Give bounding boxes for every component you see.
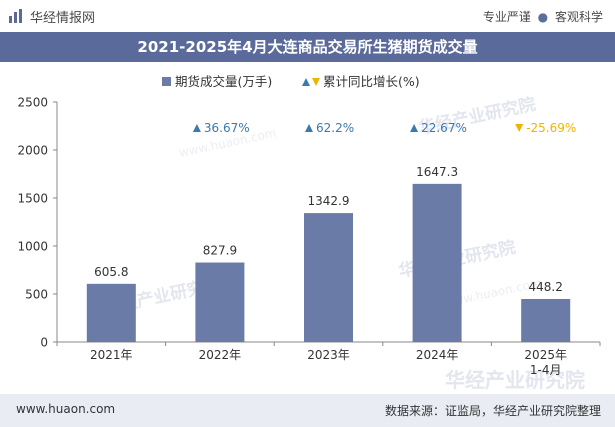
x-tick-label: 2024年 [416, 348, 459, 362]
chart-title: 2021-2025年4月大连商品交易所生猪期货成交量 [0, 32, 615, 62]
bar [304, 213, 353, 342]
x-tick-label: 2021年 [90, 348, 133, 362]
growth-up-triangle-icon [192, 124, 201, 132]
data-labels: 2021年 605.8 2022年 827.9 36.67% 2023年 1342.9 62.… [90, 121, 576, 377]
legend-up-triangle-icon [302, 78, 310, 86]
x-tick-label: 2022年 [199, 348, 242, 362]
logo-icon [9, 9, 22, 23]
bar-value-label: 1647.3 [416, 165, 458, 179]
bar-value-label: 1342.9 [308, 194, 350, 208]
bar [412, 183, 462, 342]
y-tick-label: 2500 [17, 96, 48, 110]
data-source: 数据来源：证监局，华经产业研究院整理 [384, 404, 601, 418]
bars [86, 183, 571, 342]
y-tick-label: 0 [40, 336, 48, 350]
growth-down-triangle-icon [515, 124, 524, 132]
legend-label-volume: 期货成交量(万手) [175, 74, 272, 89]
growth-up-triangle-icon [305, 124, 313, 132]
legend-bar-swatch [162, 77, 171, 86]
bar [521, 298, 571, 342]
y-tick-label: 1500 [17, 192, 48, 206]
growth-label: 36.67% [204, 121, 250, 135]
legend: 期货成交量(万手) 累计同比增长(%) [162, 74, 420, 89]
growth-label: 62.2% [316, 121, 354, 135]
slogan-left: 专业严谨 [482, 10, 531, 24]
footer: www.huaon.com 数据来源：证监局，华经产业研究院整理 [0, 394, 615, 427]
slogan-separator: ● [537, 10, 549, 24]
watermark-text: 华经产业研究院 [445, 368, 585, 392]
bar-value-label: 448.2 [529, 280, 563, 294]
chart: 华经产业研究院 华经产业研究院 华经产业研究院 华经产业研究院 www.huao… [17, 74, 601, 392]
growth-up-triangle-icon [410, 124, 419, 132]
brand-name: 华经情报网 [30, 11, 96, 26]
growth-label: -25.69% [526, 121, 576, 135]
legend-down-triangle-icon [312, 78, 320, 86]
slogan-right: 客观科学 [554, 10, 603, 24]
slogan: 专业严谨 ● 客观科学 [483, 8, 603, 25]
bar-value-label: 605.8 [94, 265, 128, 279]
legend-label-growth: 累计同比增长(%) [323, 74, 420, 89]
x-tick-label: 2023年 [307, 348, 350, 362]
x-tick-label: 2025年 1-4月 [524, 348, 567, 377]
header: 华经情报网 专业严谨 ● 客观科学 [0, 0, 615, 32]
footer-url[interactable]: www.huaon.com [16, 402, 116, 416]
bar-value-label: 827.9 [203, 244, 237, 258]
axes: 0 500 1000 1500 2000 2500 [17, 96, 601, 350]
growth-label: 22.67% [421, 121, 467, 135]
bar [86, 283, 136, 342]
y-tick-label: 1000 [17, 240, 48, 254]
y-tick-label: 500 [25, 288, 48, 302]
bar [195, 262, 245, 342]
y-tick-label: 2000 [17, 144, 48, 158]
